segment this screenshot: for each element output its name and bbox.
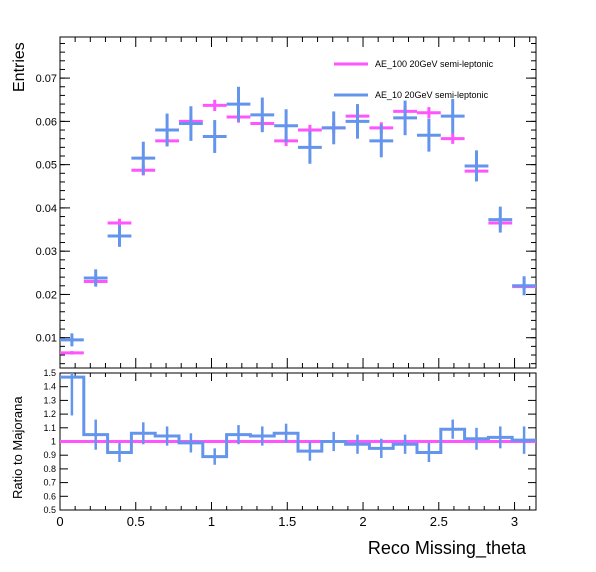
ratio-x-tick-label: 3 [511, 514, 518, 529]
main-series-1 [60, 86, 536, 347]
ratio-x-tick-label: 2.5 [430, 514, 448, 529]
ratio-y-tick-label: 0.8 [43, 464, 56, 474]
ratio-y-tick-label: 1.5 [43, 368, 56, 378]
ratio-x-axis: 0 0.5 1 1.5 2 2.5 3 [56, 373, 531, 529]
ratio-y-tick-label: 1.2 [43, 409, 56, 419]
ratio-series-layer [60, 373, 536, 465]
ratio-x-tick-label: 0.5 [127, 514, 145, 529]
main-y-tick-label: 0.05 [36, 160, 57, 172]
ratio-x-tick-label: 1.5 [278, 514, 296, 529]
main-panel: 0.01 0.02 0.03 0.04 0.05 0.06 0.07 AE_100 20Ge… [11, 36, 537, 369]
main-y-axis: 0.01 0.02 0.03 0.04 0.05 0.06 0.07 [36, 42, 536, 365]
main-plot-frame [59, 36, 537, 369]
ratio-y-tick-label: 1 [51, 437, 56, 447]
x-axis-label: Reco Missing_theta [368, 538, 527, 559]
legend-label-1: AE_10 20GeV semi-leptonic [375, 90, 489, 100]
ratio-y-tick-label: 0.7 [43, 478, 56, 488]
main-y-tick-label: 0.01 [36, 333, 57, 345]
ratio-y-tick-label: 0.5 [43, 505, 56, 515]
legend-label-0: AE_100 20GeV semi-leptonic [375, 59, 494, 69]
ratio-y-tick-label: 1.3 [43, 395, 56, 405]
main-y-tick-label: 0.03 [36, 246, 57, 258]
main-series-layer [60, 86, 536, 355]
ratio-y-tick-label: 0.9 [43, 450, 56, 460]
ratio-y-tick-label: 1.4 [43, 382, 56, 392]
legend: AE_100 20GeV semi-leptonic AE_10 20GeV s… [334, 59, 494, 100]
main-y-axis-label: Entries [11, 42, 28, 92]
ratio-y-axis-label: Ratio to Majorana [10, 396, 25, 499]
ratio-x-tick-label: 0 [56, 514, 63, 529]
ratio-x-tick-label: 1 [208, 514, 215, 529]
main-y-tick-label: 0.06 [36, 116, 57, 128]
main-x-axis-ticks [59, 37, 531, 368]
ratio-y-tick-label: 1.1 [43, 423, 56, 433]
ratio-panel: 0.50.60.70.80.911.11.21.31.41.5 0 0.5 1 1.5… [10, 368, 537, 559]
main-y-tick-label: 0.07 [36, 73, 57, 85]
ratio-y-tick-label: 0.6 [43, 491, 56, 501]
main-y-tick-label: 0.04 [36, 203, 57, 215]
main-y-tick-label: 0.02 [36, 289, 57, 301]
ratio-x-tick-label: 2 [359, 514, 366, 529]
